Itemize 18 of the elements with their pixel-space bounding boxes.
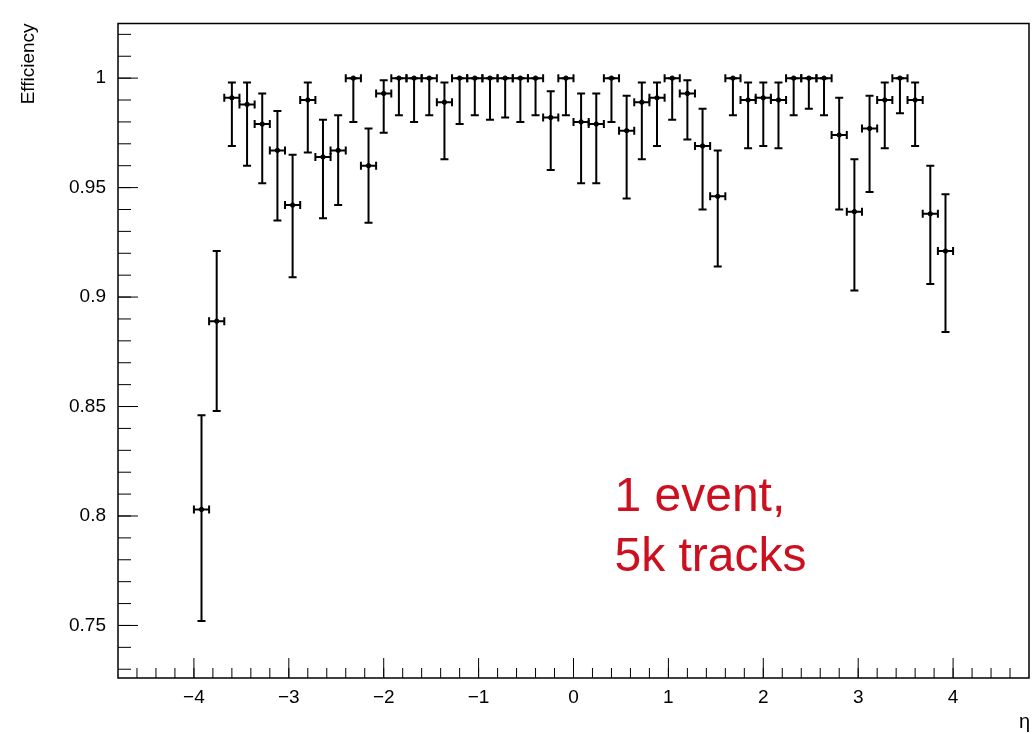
y-tick-label: 0.95 — [69, 175, 106, 197]
x-tick-label: −1 — [467, 685, 490, 707]
annotation: 1 event, 5k tracks — [614, 468, 807, 582]
x-tick-label: 3 — [852, 685, 864, 707]
y-tick-label: 0.9 — [79, 285, 106, 307]
y-tick-label: 0.8 — [79, 504, 106, 526]
x-tick-label: 1 — [663, 685, 674, 707]
y-tick-label: 0.85 — [69, 394, 106, 416]
x-tick-label: −4 — [183, 685, 206, 707]
x-axis-title: η — [1018, 709, 1030, 732]
x-tick-label: −2 — [372, 685, 395, 707]
x-tick-label: 4 — [947, 685, 959, 707]
y-axis-title: Efficiency — [16, 22, 38, 105]
y-tick-label: 1 — [95, 66, 106, 88]
x-tick-label: −3 — [277, 685, 300, 707]
x-tick-label: 0 — [568, 685, 579, 707]
x-tick-label: 2 — [758, 685, 769, 707]
y-tick-label: 0.75 — [69, 613, 106, 635]
